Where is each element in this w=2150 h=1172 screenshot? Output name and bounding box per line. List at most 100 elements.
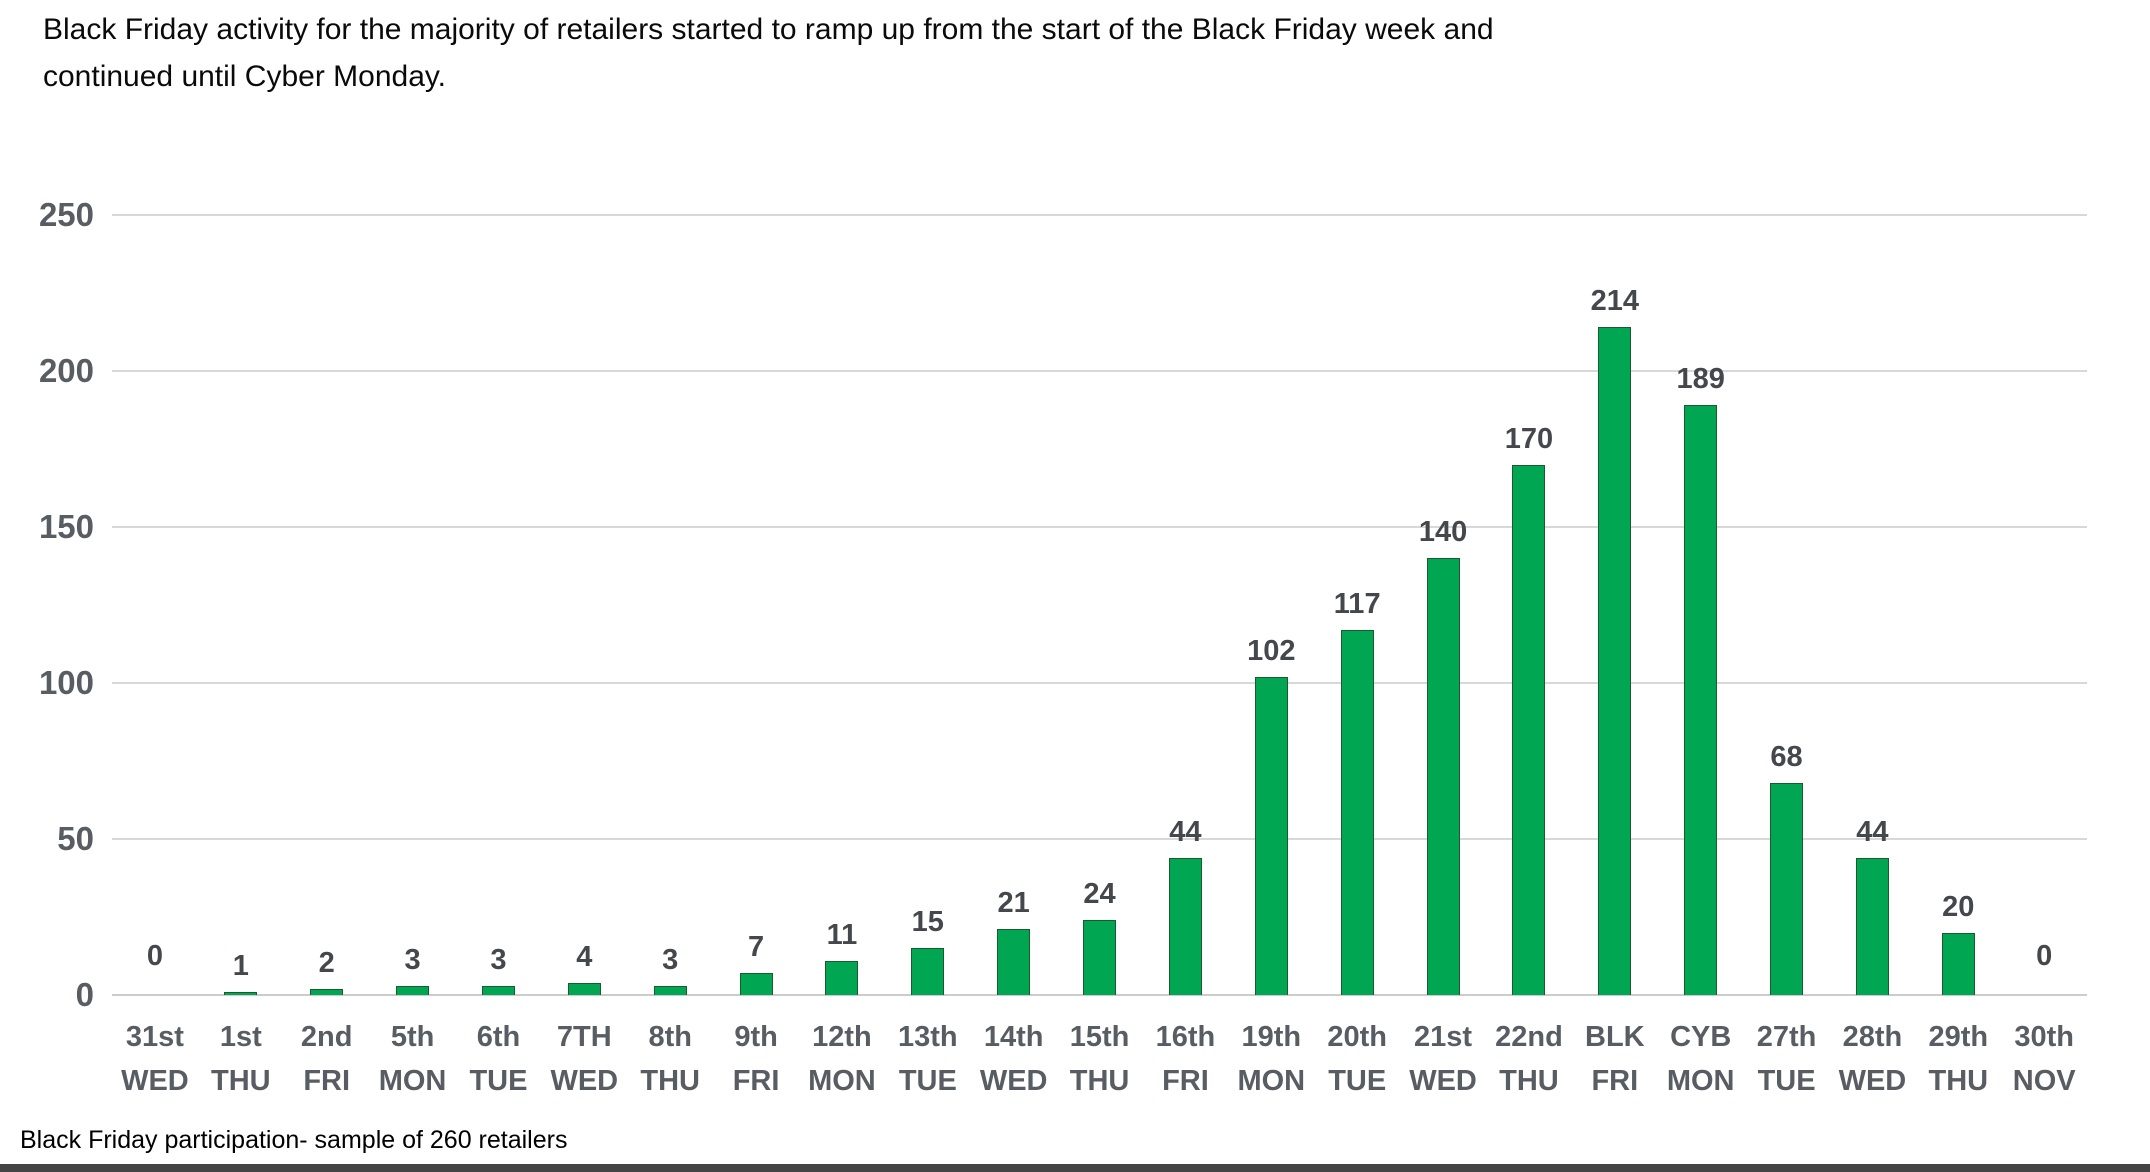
x-tick-date: 7TH xyxy=(556,1021,612,1053)
bar-value-label: 3 xyxy=(662,944,679,976)
chart-title: Black Friday activity for the majority o… xyxy=(43,6,2123,100)
x-tick-date: 14th xyxy=(983,1021,1044,1053)
x-tick-label-27th-tue: 27th TUE xyxy=(1744,1015,1830,1103)
bar-cell-28th-wed: 44 xyxy=(1830,215,1916,995)
bar-cell-15th-thu: 24 xyxy=(1057,215,1143,995)
bar-value-label: 21 xyxy=(997,887,1030,919)
x-tick-weekday: FRI xyxy=(1591,1065,1639,1097)
y-tick-label-50: 50 xyxy=(57,820,94,857)
x-tick-label-5th-mon: 5th MON xyxy=(370,1015,456,1103)
bar-value-label: 2 xyxy=(318,947,335,979)
x-tick-label-2nd-fri: 2nd FRI xyxy=(284,1015,370,1103)
bar-value-label: 20 xyxy=(1942,891,1975,923)
plot-area: 0 1 2 3 3 4 3 7 11 15 21 24 44 102 117 140 170 214 189 68 44… xyxy=(112,214,2087,996)
bar-cell-20th-tue: 117 xyxy=(1314,215,1400,995)
bar xyxy=(1083,920,1117,995)
bar-value-label: 0 xyxy=(146,940,163,972)
bar-cell-12th-mon: 11 xyxy=(799,215,885,995)
x-tick-date: 13th xyxy=(897,1021,958,1053)
x-tick-label-29th-thu: 29th THU xyxy=(1915,1015,2001,1103)
x-tick-weekday: MON xyxy=(378,1065,447,1097)
x-tick-label-7th-wed: 7TH WED xyxy=(541,1015,627,1103)
bar xyxy=(310,989,344,995)
x-tick-date: 8th xyxy=(648,1021,692,1053)
x-tick-weekday: FRI xyxy=(303,1065,351,1097)
x-tick-date: 28th xyxy=(1842,1021,1903,1053)
x-tick-weekday: TUE xyxy=(1328,1065,1387,1097)
x-tick-weekday: WED xyxy=(550,1065,619,1097)
bar-value-label: 68 xyxy=(1770,741,1803,773)
bar-value-label: 44 xyxy=(1856,816,1889,848)
x-tick-weekday: THU xyxy=(1069,1065,1130,1097)
x-tick-date: 15th xyxy=(1069,1021,1130,1053)
x-tick-label-20th-tue: 20th TUE xyxy=(1314,1015,1400,1103)
x-tick-date: 31st xyxy=(125,1021,184,1053)
bar xyxy=(481,986,515,995)
bar-value-label: 11 xyxy=(826,919,858,951)
x-tick-date: 22nd xyxy=(1495,1021,1563,1053)
bar-cell-16th-fri: 44 xyxy=(1143,215,1229,995)
x-tick-label-1st-thu: 1st THU xyxy=(198,1015,284,1103)
bar xyxy=(567,983,601,995)
bar-cell-31st-wed: 0 xyxy=(112,215,198,995)
gridline-250 xyxy=(112,214,2087,216)
x-tick-label-cyb-mon: CYB MON xyxy=(1658,1015,1744,1103)
gridline-50 xyxy=(112,838,2087,840)
bar-value-label: 170 xyxy=(1504,423,1554,455)
y-tick-label-150: 150 xyxy=(38,508,94,545)
bar-value-label: 140 xyxy=(1418,516,1468,548)
x-tick-label-16th-fri: 16th FRI xyxy=(1143,1015,1229,1103)
x-tick-date: 27th xyxy=(1756,1021,1817,1053)
bar-value-label: 0 xyxy=(2036,940,2053,972)
x-tick-date: 5th xyxy=(390,1021,435,1053)
y-tick-label-100: 100 xyxy=(38,664,94,701)
x-tick-weekday: FRI xyxy=(1162,1065,1209,1097)
x-tick-label-6th-tue: 6th TUE xyxy=(456,1015,542,1103)
bar xyxy=(224,992,258,995)
bar xyxy=(1512,465,1546,995)
bar-cell-14th-wed: 21 xyxy=(971,215,1057,995)
bar xyxy=(997,929,1031,995)
x-tick-date: CYB xyxy=(1670,1021,1732,1053)
y-axis-labels: 0 50 100 150 200 250 xyxy=(0,196,94,1013)
x-tick-date: 9th xyxy=(734,1021,778,1053)
x-tick-date: 1st xyxy=(219,1021,262,1053)
bar-cell-cyb-mon: 189 xyxy=(1658,215,1744,995)
x-tick-weekday: MON xyxy=(808,1065,876,1097)
bar-cell-13th-tue: 15 xyxy=(885,215,971,995)
x-tick-label-9th-fri: 9th FRI xyxy=(713,1015,799,1103)
x-tick-weekday: MON xyxy=(1237,1065,1306,1097)
x-tick-label-15th-thu: 15th THU xyxy=(1057,1015,1143,1103)
bar-cell-6th-tue: 3 xyxy=(456,215,542,995)
bar-cell-27th-tue: 68 xyxy=(1744,215,1830,995)
x-axis-labels: 31st WED 1st THU 2nd FRI 5th MON 6th TUE 7TH WED 8th… xyxy=(112,1015,2087,1103)
bar-value-label: 189 xyxy=(1676,363,1725,395)
bar xyxy=(739,973,773,995)
bar-value-label: 214 xyxy=(1590,285,1639,317)
x-tick-label-12th-mon: 12th MON xyxy=(799,1015,885,1103)
bar xyxy=(1598,327,1632,995)
x-tick-label-31st-wed: 31st WED xyxy=(112,1015,198,1103)
x-tick-label-21st-wed: 21st WED xyxy=(1400,1015,1486,1103)
gridline-100 xyxy=(112,682,2087,684)
y-tick-label-200: 200 xyxy=(38,352,94,389)
bar-value-label: 4 xyxy=(576,941,593,973)
x-tick-weekday: TUE xyxy=(1757,1065,1816,1097)
x-tick-date: 21st xyxy=(1414,1021,1473,1053)
bar-value-label: 3 xyxy=(490,944,507,976)
bar-cell-5th-mon: 3 xyxy=(370,215,456,995)
y-tick-label-250: 250 xyxy=(38,196,94,233)
bar-value-label: 44 xyxy=(1169,816,1202,848)
bottom-divider xyxy=(0,1164,2150,1172)
gridline-200 xyxy=(112,370,2087,372)
x-tick-date: 16th xyxy=(1155,1021,1216,1053)
bar xyxy=(1254,677,1288,995)
x-tick-weekday: WED xyxy=(979,1065,1048,1097)
bar xyxy=(1941,933,1975,995)
x-tick-weekday: THU xyxy=(1928,1065,1989,1097)
bar xyxy=(1340,630,1374,995)
bar-value-label: 102 xyxy=(1247,635,1296,667)
x-tick-label-19th-mon: 19th MON xyxy=(1228,1015,1314,1103)
x-tick-label-22nd-thu: 22nd THU xyxy=(1486,1015,1572,1103)
x-tick-weekday: TUE xyxy=(898,1065,957,1097)
